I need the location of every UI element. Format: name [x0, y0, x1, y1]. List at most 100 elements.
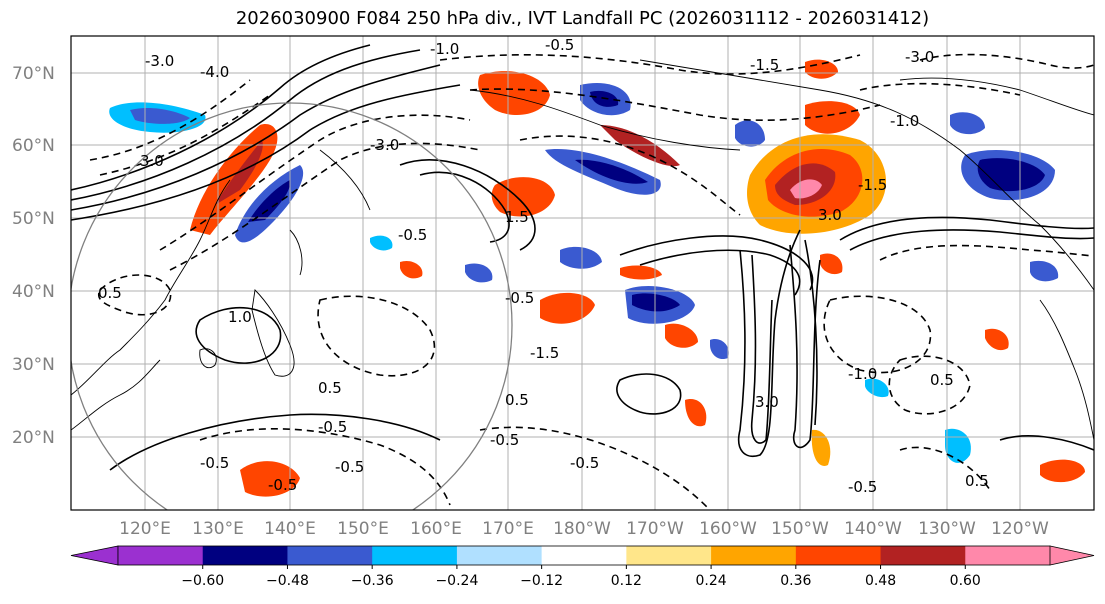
positive-div-core — [600, 125, 680, 167]
colorbar-tick-label: −0.48 — [266, 573, 309, 589]
colorbar-cell — [202, 546, 288, 565]
colorbar-cell — [880, 546, 966, 565]
positive-div-region — [985, 328, 1009, 351]
contour-label: -3.0 — [370, 136, 399, 154]
positive-div-region — [811, 429, 831, 466]
contour-label: 0.5 — [505, 391, 529, 409]
alaska-coast — [899, 77, 1094, 116]
colorbar-tick-label: −0.36 — [351, 573, 394, 589]
dashed-contour — [859, 82, 1021, 96]
solid-contour — [839, 216, 1094, 241]
dashed-contour — [99, 94, 271, 176]
colorbar-cell — [372, 546, 458, 565]
colorbar-extend-low — [70, 545, 119, 566]
solid-contour — [71, 49, 421, 201]
lat-label: 40°N — [12, 282, 55, 302]
colorbar-frame — [117, 545, 1051, 566]
colorbar-cell — [456, 546, 543, 565]
contour-label: -0.5 — [505, 289, 534, 307]
negative-div-region — [865, 378, 889, 398]
solid-contour — [616, 373, 682, 415]
negative-div-region — [735, 120, 765, 147]
lon-label: 130°W — [918, 519, 976, 539]
dashed-contour — [823, 295, 932, 374]
contour-label: -1.5 — [750, 56, 779, 74]
colorbar-tick-label: 0.24 — [696, 573, 727, 589]
negative-div-region — [950, 112, 985, 135]
asia-coast — [71, 179, 231, 396]
dashed-contour — [159, 114, 471, 251]
positive-div-region — [620, 265, 662, 280]
contour-label: -0.5 — [490, 431, 519, 449]
lat-label: 60°N — [12, 136, 55, 156]
lon-label: 170°E — [482, 519, 534, 539]
contour-label: -0.5 — [545, 36, 574, 54]
contour-label: 3.0 — [140, 152, 164, 170]
asia-coast — [71, 359, 161, 431]
contour-label: -3.0 — [905, 48, 934, 66]
contour-label: 1.5 — [505, 208, 529, 226]
longitude-labels: 120°E 130°E 140°E 150°E 160°E 170°E 180°… — [119, 519, 1049, 539]
dashed-contour — [199, 428, 451, 506]
latitude-labels: 70°N 60°N 50°N 40°N 30°N 20°N — [12, 64, 55, 448]
contour-label: -0.5 — [200, 454, 229, 472]
negative-div-region — [465, 263, 493, 283]
contours — [71, 44, 1094, 510]
negative-div-core — [977, 158, 1045, 192]
positive-div-region — [540, 292, 595, 324]
divergence-shading — [109, 59, 1085, 497]
map-frame — [70, 35, 1095, 511]
contour-label: 0.5 — [98, 284, 122, 302]
solid-contour — [789, 244, 821, 449]
contour-label: 3.0 — [755, 393, 779, 411]
negative-div-region — [1030, 260, 1059, 282]
colorbar: −0.60 −0.48 −0.36 −0.24 −0.12 0.12 0.24 0.36 0.4… — [70, 545, 1095, 589]
positive-div-region — [805, 101, 860, 134]
solid-contour — [71, 84, 461, 221]
contour-label: -1.5 — [530, 344, 559, 362]
dashed-contour — [479, 426, 711, 510]
lon-label: 140°E — [264, 519, 316, 539]
contour-label: -0.5 — [335, 458, 364, 476]
great-circle-range — [71, 102, 513, 510]
north-america-coast — [1039, 299, 1094, 441]
positive-div-region — [400, 260, 423, 279]
solid-contour — [999, 435, 1094, 451]
contour-label: -0.5 — [268, 476, 297, 494]
solid-contour — [639, 249, 801, 296]
north-america-coast — [639, 59, 1094, 291]
contour-label: -0.5 — [318, 418, 347, 436]
colorbar-tick-label: −0.12 — [520, 573, 563, 589]
positive-div-region — [1040, 459, 1085, 483]
colorbar-cell — [626, 546, 712, 565]
colorbar-cell — [795, 546, 882, 565]
lat-label: 50°N — [12, 209, 55, 229]
negative-div-region — [370, 235, 393, 251]
lat-label: 70°N — [12, 64, 55, 84]
positive-div-region — [665, 323, 698, 348]
kamchatka-coast — [319, 149, 371, 211]
lon-label: 120°E — [119, 519, 171, 539]
negative-div-core — [575, 159, 648, 184]
positive-div-region — [805, 59, 838, 79]
lon-label: 130°E — [192, 519, 244, 539]
colorbar-cell — [965, 546, 1051, 565]
lat-label: 20°N — [12, 428, 55, 448]
lon-label: 160°E — [410, 519, 462, 539]
dashed-contour — [469, 88, 881, 122]
contour-label: 1.0 — [228, 308, 252, 326]
contour-label: -4.0 — [200, 63, 229, 81]
japan-coast — [251, 289, 295, 377]
dashed-contour — [98, 274, 172, 316]
positive-div-region — [685, 399, 707, 427]
dashed-contour — [439, 54, 861, 75]
lon-label: 150°E — [337, 519, 389, 539]
contour-label: -3.0 — [145, 52, 174, 70]
positive-div-region — [240, 461, 300, 497]
contour-labels: -3.0 -4.0 -1.0 -0.5 -3.0 -1.5 3.0 -3.0 -… — [98, 36, 989, 496]
contour-label: -0.5 — [848, 478, 877, 496]
contour-label: -0.5 — [398, 226, 427, 244]
korea-coast — [199, 348, 217, 369]
negative-div-region — [560, 246, 602, 269]
